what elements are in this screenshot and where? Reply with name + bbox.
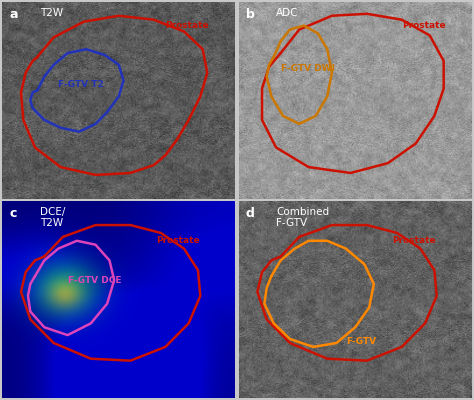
Text: F-GTV DCE: F-GTV DCE [68,276,121,284]
Text: b: b [246,8,255,21]
Text: ADC: ADC [276,8,299,18]
Text: Prostate: Prostate [165,21,209,30]
Text: F-GTV T2: F-GTV T2 [58,80,104,89]
Text: Prostate: Prostate [402,21,446,30]
Text: DCE/
T2W: DCE/ T2W [40,207,65,228]
Text: T2W: T2W [40,8,63,18]
Text: F-GTV: F-GTV [346,336,376,346]
Text: c: c [9,207,17,220]
Text: F-GTV DWI: F-GTV DWI [281,64,335,73]
Text: Prostate: Prostate [392,236,436,245]
Text: a: a [9,8,18,21]
Text: d: d [246,207,255,220]
Text: Prostate: Prostate [156,236,200,245]
Text: Combined
F-GTV: Combined F-GTV [276,207,329,228]
